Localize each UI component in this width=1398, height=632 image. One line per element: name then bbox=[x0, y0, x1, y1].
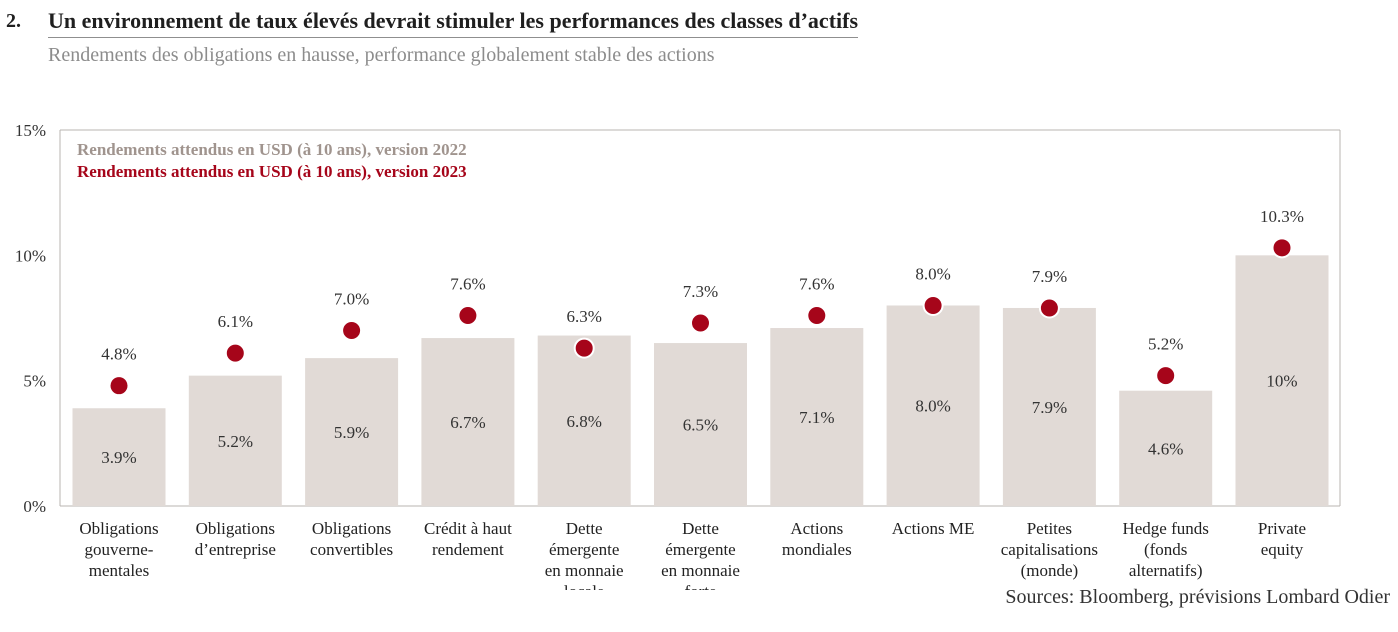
bar-value-label: 3.9% bbox=[101, 448, 136, 467]
bar-2022 bbox=[421, 338, 515, 506]
dot-2023 bbox=[224, 342, 246, 364]
bar-2022 bbox=[770, 328, 864, 506]
x-category-label: en monnaie bbox=[545, 561, 624, 580]
bar-value-label: 7.9% bbox=[1032, 398, 1067, 417]
x-category-label: Obligations bbox=[196, 519, 275, 538]
dot-2023 bbox=[690, 312, 711, 334]
y-tick-label: 10% bbox=[15, 246, 46, 265]
x-category-label: Dette bbox=[566, 519, 603, 538]
chart-subtitle: Rendements des obligations en hausse, pe… bbox=[48, 44, 715, 66]
x-category-label: en monnaie bbox=[661, 561, 740, 580]
x-category-label: Petites bbox=[1027, 519, 1072, 538]
bar-value-label: 10% bbox=[1266, 372, 1297, 391]
bar-2022 bbox=[654, 343, 747, 506]
x-category-label: gouverne- bbox=[85, 540, 154, 559]
dot-2023 bbox=[806, 304, 828, 326]
bar-value-label: 5.2% bbox=[218, 432, 253, 451]
dot-2023 bbox=[573, 337, 595, 359]
x-category-label: Private bbox=[1258, 519, 1306, 538]
dot-2023 bbox=[1155, 365, 1177, 387]
bar-2022 bbox=[305, 358, 399, 506]
x-category-label: Hedge funds bbox=[1122, 519, 1208, 538]
dot-2023 bbox=[1038, 297, 1060, 319]
bar-value-label: 8.0% bbox=[915, 397, 950, 416]
dot-value-label: 5.2% bbox=[1148, 335, 1183, 354]
dot-value-label: 7.0% bbox=[334, 290, 369, 309]
x-category-label: alternatifs) bbox=[1129, 561, 1203, 580]
dot-2023 bbox=[922, 294, 944, 316]
dot-value-label: 4.8% bbox=[101, 345, 136, 364]
bar-value-label: 5.9% bbox=[334, 423, 369, 442]
x-category-label: (fonds bbox=[1144, 540, 1187, 559]
x-category-label: Dette bbox=[682, 519, 719, 538]
bar-value-label: 4.6% bbox=[1148, 439, 1183, 458]
dot-value-label: 10.3% bbox=[1260, 207, 1304, 226]
x-category-label: Actions bbox=[790, 519, 843, 538]
figure-number: 2. bbox=[6, 10, 21, 32]
x-category-label: mondiales bbox=[782, 540, 852, 559]
dot-2023 bbox=[341, 320, 363, 342]
bar-value-label: 6.5% bbox=[683, 416, 718, 435]
sources-note: Sources: Bloomberg, prévisions Lombard O… bbox=[1005, 586, 1390, 608]
x-category-label: Obligations bbox=[79, 519, 158, 538]
dot-value-label: 7.9% bbox=[1032, 267, 1067, 286]
x-category-label: rendement bbox=[432, 540, 504, 559]
x-category-label: convertibles bbox=[310, 540, 393, 559]
y-tick-label: 0% bbox=[23, 497, 46, 516]
dot-value-label: 7.6% bbox=[799, 274, 834, 293]
bar-2022 bbox=[1119, 390, 1213, 506]
dot-value-label: 7.6% bbox=[450, 274, 485, 293]
x-category-label: equity bbox=[1261, 540, 1304, 559]
legend-entry-2022: Rendements attendus en USD (à 10 ans), v… bbox=[77, 140, 467, 159]
x-category-label: (monde) bbox=[1021, 561, 1079, 580]
x-category-label: Actions ME bbox=[892, 519, 975, 538]
dot-value-label: 6.1% bbox=[218, 312, 253, 331]
x-category-label: Crédit à haut bbox=[424, 519, 512, 538]
x-category-label: émergente bbox=[549, 540, 619, 559]
bar-value-label: 6.7% bbox=[450, 413, 485, 432]
y-tick-label: 5% bbox=[23, 372, 46, 391]
bar-2022 bbox=[72, 408, 166, 506]
bar-value-label: 6.8% bbox=[566, 412, 601, 431]
dot-value-label: 6.3% bbox=[566, 307, 601, 326]
bar-dot-chart: 0% 5% 10% 15% Rendements attendus en USD (à … bbox=[15, 121, 1341, 590]
chart-title: Un environnement de taux élevés devrait … bbox=[48, 8, 859, 38]
legend-entry-2023: Rendements attendus en USD (à 10 ans), v… bbox=[77, 162, 467, 181]
bar-2022 bbox=[1002, 307, 1096, 506]
x-category-label: émergente bbox=[665, 540, 735, 559]
x-category-label: locale bbox=[564, 582, 605, 590]
y-tick-label: 15% bbox=[15, 121, 46, 140]
bar-2022 bbox=[537, 335, 631, 506]
dot-2023 bbox=[108, 375, 130, 397]
x-category-label: Obligations bbox=[312, 519, 391, 538]
bar-value-label: 7.1% bbox=[799, 408, 834, 427]
x-category-label: d’entreprise bbox=[195, 540, 276, 559]
x-category-label: mentales bbox=[89, 561, 149, 580]
dot-value-label: 8.0% bbox=[915, 264, 950, 283]
x-category-label: forte bbox=[684, 582, 716, 590]
dot-2023 bbox=[457, 304, 479, 326]
bar-2022 bbox=[1235, 255, 1329, 506]
dot-2023 bbox=[1271, 237, 1293, 259]
bar-2022 bbox=[188, 375, 282, 506]
dot-value-label: 7.3% bbox=[683, 282, 718, 301]
bar-2022 bbox=[886, 305, 980, 506]
x-category-label: capitalisations bbox=[1001, 540, 1098, 559]
